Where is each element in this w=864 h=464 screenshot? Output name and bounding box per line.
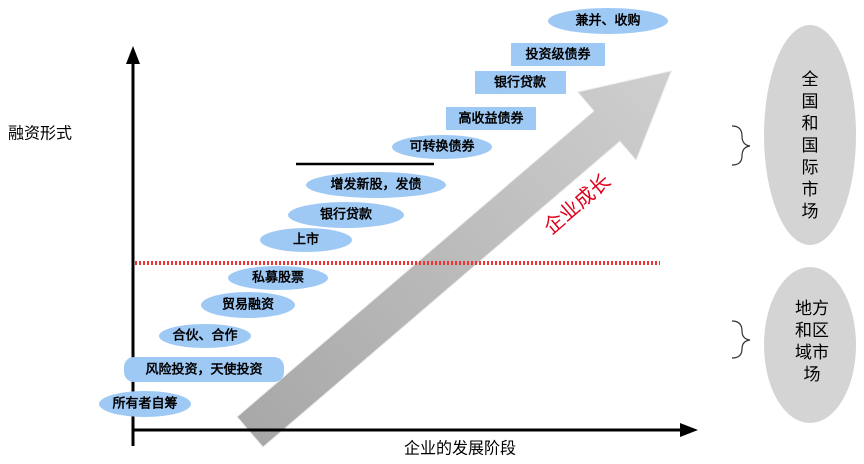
market-shape	[764, 25, 856, 245]
stage-shape	[548, 8, 668, 34]
y-axis-head	[126, 46, 140, 64]
stage-shape	[306, 172, 446, 198]
growth-arrow	[236, 70, 673, 448]
stage-shape	[446, 107, 536, 130]
stage-shape	[201, 292, 295, 318]
market-label: 地方和区域市场	[795, 299, 829, 385]
stage-label: 上市	[293, 232, 319, 248]
stage-shape	[228, 266, 328, 290]
stage-label: 贸易融资	[222, 297, 274, 313]
x-axis-head	[680, 423, 698, 437]
stage-shape	[511, 43, 605, 66]
brace	[731, 320, 751, 359]
stage-label: 可转换债券	[409, 139, 475, 155]
stage-shape	[99, 391, 191, 417]
stage-label: 增发新股，发债	[330, 177, 421, 193]
stage-label: 投资级债券	[525, 47, 591, 63]
stage-shape	[392, 135, 492, 159]
brace	[731, 125, 751, 166]
stage-label: 高收益债券	[458, 111, 524, 127]
stage-shape	[124, 357, 284, 382]
stage-label: 合伙、合作	[172, 328, 237, 344]
stage-shape	[260, 228, 352, 252]
stage-label: 银行贷款	[320, 207, 373, 223]
stage-label: 风险投资，天使投资	[145, 362, 262, 378]
stage-label: 兼并、收购	[575, 13, 640, 29]
stage-shape	[159, 324, 251, 348]
stage-shape	[475, 71, 566, 94]
market-shape	[764, 267, 856, 423]
stage-shape	[288, 202, 404, 228]
stage-label: 私募股票	[252, 270, 304, 286]
y-axis-label: 融资形式	[8, 124, 72, 143]
stage-label: 银行贷款	[494, 75, 547, 91]
market-label: 全国和国际市场	[801, 70, 819, 222]
stage-label: 所有者自筹	[112, 396, 177, 412]
x-axis-label: 企业的发展阶段	[404, 439, 516, 458]
